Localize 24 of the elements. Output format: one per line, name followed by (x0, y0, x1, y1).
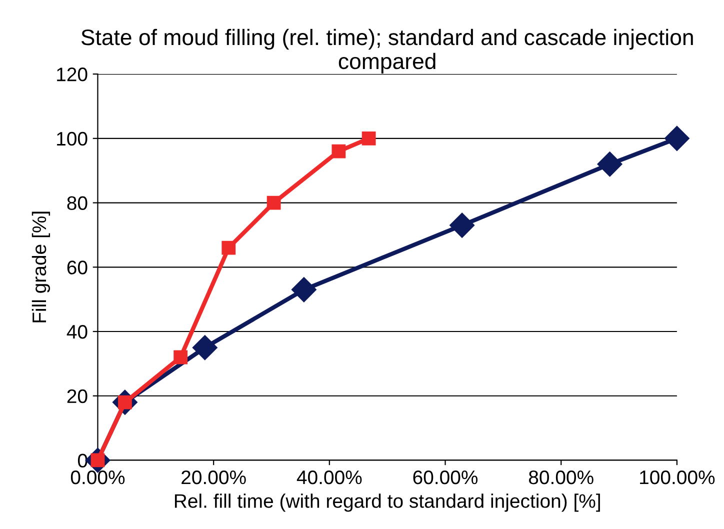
point (222, 240, 236, 255)
point (291, 277, 316, 302)
point (362, 131, 376, 146)
x-tick-label: 40.00% (296, 470, 362, 484)
point (450, 212, 475, 238)
point (192, 335, 218, 360)
y-axis-title: Fill grade [%] (32, 212, 50, 322)
x-tick-label: 100.00% (640, 470, 715, 484)
x-tick-label: 20.00% (182, 470, 246, 484)
y-tick-label: 20 (67, 389, 88, 404)
point (664, 126, 690, 151)
point (332, 144, 346, 158)
x-axis-title: Rel. fill time (with regard to standard injection) [%] (174, 494, 600, 512)
y-tick-label: 0 (78, 454, 88, 468)
point (174, 350, 188, 364)
x-tick-label: 0.00% (70, 470, 125, 484)
y-tick-label: 100 (57, 132, 88, 146)
point (597, 152, 622, 177)
y-tick-label: 40 (66, 324, 88, 339)
point (266, 196, 281, 210)
x-tick-label: 60.00% (413, 470, 478, 484)
y-tick-label: 60 (67, 260, 88, 274)
x-tick-label: 80.00% (528, 470, 594, 484)
y-tick-label: 80 (67, 196, 88, 210)
